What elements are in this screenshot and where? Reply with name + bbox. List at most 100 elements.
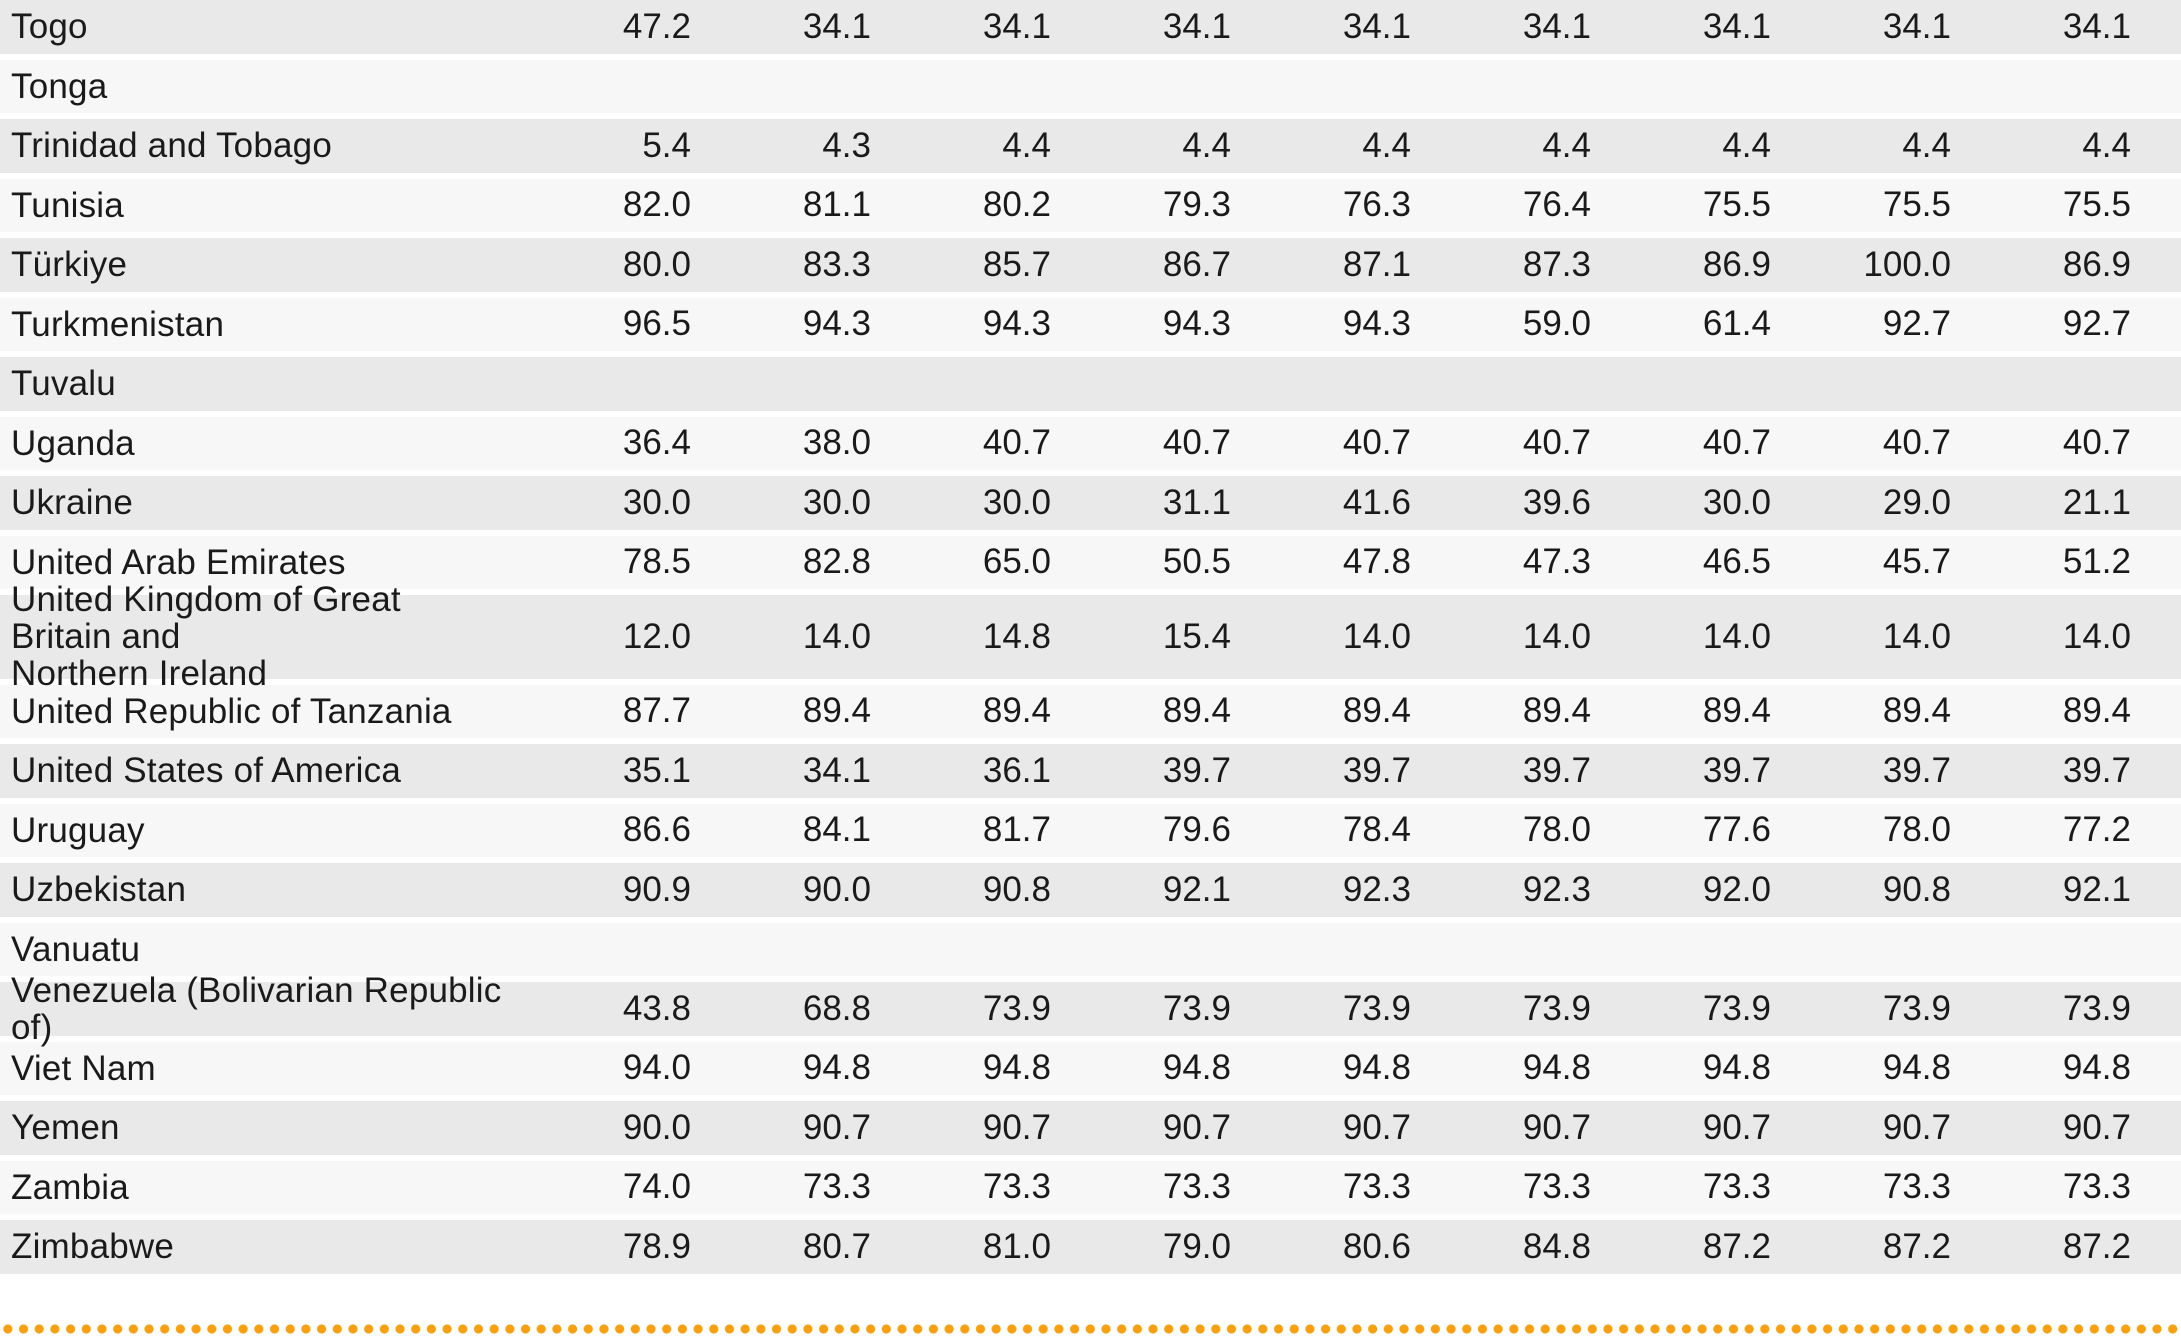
value-cell: 31.1 <box>1162 482 1231 522</box>
value-cell: 14.0 <box>1342 616 1411 656</box>
value-cell: 87.7 <box>622 691 691 731</box>
value-cell: 80.7 <box>802 1226 871 1266</box>
value-cell: 30.0 <box>802 482 871 522</box>
value-cell: 12.0 <box>622 616 691 656</box>
table-row: Tuvalu <box>0 357 2181 411</box>
value-cell: 39.7 <box>1342 750 1411 790</box>
value-cell: 21.1 <box>2062 482 2131 522</box>
value-cell: 59.0 <box>1522 304 1591 344</box>
value-cell: 47.2 <box>622 6 691 46</box>
value-cell: 81.1 <box>802 185 871 225</box>
table-row: Türkiye 80.0 83.3 85.7 86.7 87.1 87.3 86.9 100.0… <box>0 238 2181 292</box>
value-cell: 79.0 <box>1162 1226 1231 1266</box>
value-cell: 85.7 <box>982 244 1051 284</box>
value-cell: 34.1 <box>1702 6 1771 46</box>
value-cell: 4.4 <box>1362 125 1411 165</box>
country-name: Viet Nam <box>11 1048 156 1088</box>
value-cell: 92.7 <box>2062 304 2131 344</box>
value-cell: 65.0 <box>982 542 1051 582</box>
country-name: Uruguay <box>11 810 145 850</box>
value-cell: 73.3 <box>1162 1167 1231 1207</box>
value-cell: 40.7 <box>1342 423 1411 463</box>
country-name: United Arab Emirates <box>11 542 346 582</box>
table-row: Zimbabwe 78.9 80.7 81.0 79.0 80.6 84.8 87.2 87.2… <box>0 1220 2181 1274</box>
value-cell: 40.7 <box>2062 423 2131 463</box>
value-cell: 78.0 <box>1882 810 1951 850</box>
value-cell: 30.0 <box>982 482 1051 522</box>
country-name: Yemen <box>11 1108 120 1148</box>
value-cell: 83.3 <box>802 244 871 284</box>
value-cell: 84.1 <box>802 810 871 850</box>
value-cell: 81.7 <box>982 810 1051 850</box>
table-row: Tunisia 82.0 81.1 80.2 79.3 76.3 76.4 75.5 75.5 7… <box>0 178 2181 232</box>
table-row: Vanuatu <box>0 922 2181 976</box>
value-cell: 74.0 <box>622 1167 691 1207</box>
value-cell: 86.9 <box>2062 244 2131 284</box>
table-row: Turkmenistan 96.5 94.3 94.3 94.3 94.3 59.0 61.4… <box>0 297 2181 351</box>
value-cell: 90.8 <box>982 869 1051 909</box>
value-cell: 87.2 <box>1702 1226 1771 1266</box>
value-cell: 34.1 <box>2062 6 2131 46</box>
value-cell: 73.9 <box>1702 988 1771 1028</box>
table-row: United States of America 35.1 34.1 36.1 39.7… <box>0 744 2181 798</box>
country-name: United States of America <box>11 751 401 791</box>
value-cell: 34.1 <box>1522 6 1591 46</box>
value-cell: 78.5 <box>622 542 691 582</box>
value-cell: 45.7 <box>1882 542 1951 582</box>
value-cell: 39.7 <box>1882 750 1951 790</box>
value-cell: 80.0 <box>622 244 691 284</box>
value-cell: 36.1 <box>982 750 1051 790</box>
country-name: Venezuela (Bolivarian Republic of) <box>11 970 502 1047</box>
value-cell: 89.4 <box>1522 691 1591 731</box>
value-cell: 90.9 <box>622 869 691 909</box>
value-cell: 14.0 <box>1882 616 1951 656</box>
value-cell: 34.1 <box>802 6 871 46</box>
table-row: Togo 47.2 34.1 34.1 34.1 34.1 34.1 34.1 34.1 34.1 <box>0 0 2181 54</box>
value-cell: 94.0 <box>622 1048 691 1088</box>
value-cell: 80.2 <box>982 185 1051 225</box>
value-cell: 50.5 <box>1162 542 1231 582</box>
value-cell: 43.8 <box>622 988 691 1028</box>
value-cell: 76.4 <box>1522 185 1591 225</box>
value-cell: 73.9 <box>1162 988 1231 1028</box>
value-cell: 81.0 <box>982 1226 1051 1266</box>
value-cell: 4.4 <box>1002 125 1051 165</box>
value-cell: 90.7 <box>1342 1107 1411 1147</box>
value-cell: 47.8 <box>1342 542 1411 582</box>
value-cell: 34.1 <box>1882 6 1951 46</box>
value-cell: 92.7 <box>1882 304 1951 344</box>
value-cell: 100.0 <box>1863 244 1951 284</box>
value-cell: 76.3 <box>1342 185 1411 225</box>
country-name: Vanuatu <box>11 929 141 969</box>
value-cell: 78.9 <box>622 1226 691 1266</box>
value-cell: 92.3 <box>1522 869 1591 909</box>
value-cell: 78.0 <box>1522 810 1591 850</box>
value-cell: 94.3 <box>802 304 871 344</box>
value-cell: 89.4 <box>1162 691 1231 731</box>
value-cell: 94.8 <box>802 1048 871 1088</box>
country-name: Zambia <box>11 1167 129 1207</box>
value-cell: 87.3 <box>1522 244 1591 284</box>
value-cell: 86.6 <box>622 810 691 850</box>
value-cell: 87.2 <box>1882 1226 1951 1266</box>
value-cell: 51.2 <box>2062 542 2131 582</box>
value-cell: 73.3 <box>982 1167 1051 1207</box>
value-cell: 75.5 <box>2062 185 2131 225</box>
value-cell: 14.0 <box>802 616 871 656</box>
value-cell: 4.4 <box>1722 125 1771 165</box>
value-cell: 78.4 <box>1342 810 1411 850</box>
country-name: Togo <box>11 7 88 47</box>
value-cell: 90.7 <box>2062 1107 2131 1147</box>
value-cell: 73.3 <box>802 1167 871 1207</box>
value-cell: 79.3 <box>1162 185 1231 225</box>
value-cell: 30.0 <box>1702 482 1771 522</box>
value-cell: 4.4 <box>1902 125 1951 165</box>
value-cell: 94.3 <box>982 304 1051 344</box>
value-cell: 15.4 <box>1162 616 1231 656</box>
country-name: Türkiye <box>11 245 128 285</box>
value-cell: 94.8 <box>1702 1048 1771 1088</box>
value-cell: 77.2 <box>2062 810 2131 850</box>
value-cell: 96.5 <box>622 304 691 344</box>
value-cell: 89.4 <box>1882 691 1951 731</box>
value-cell: 94.8 <box>982 1048 1051 1088</box>
